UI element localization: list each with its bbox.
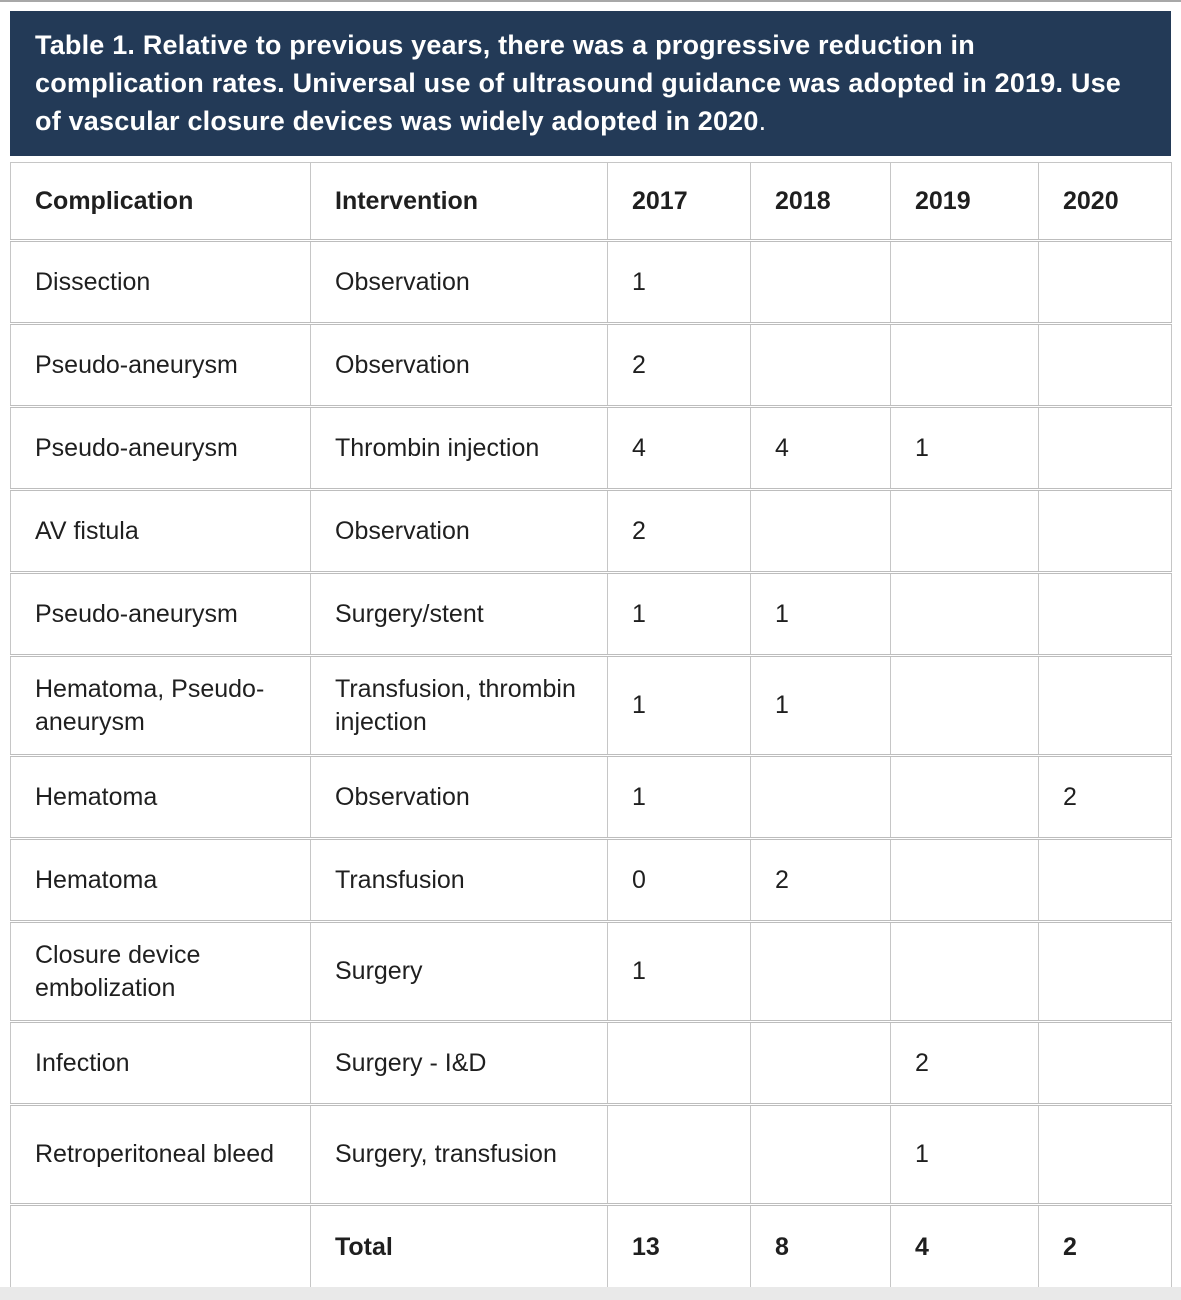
column-header-2018: 2018 <box>750 162 891 242</box>
value-2020-cell <box>1038 322 1172 408</box>
value-2017-cell <box>607 1103 751 1206</box>
value-2018-cell <box>750 920 891 1023</box>
value-2019-cell <box>890 754 1039 840</box>
value-2017-cell: 2 <box>607 488 751 574</box>
table-row: Hematoma Transfusion 0 2 <box>10 837 1172 923</box>
value-2020-cell <box>1038 654 1172 757</box>
value-2018-cell: 2 <box>750 837 891 923</box>
value-2017-cell: 2 <box>607 322 751 408</box>
table-caption-period: . <box>758 106 767 136</box>
value-2017-cell: 1 <box>607 754 751 840</box>
total-row-complication-cell <box>10 1203 311 1292</box>
value-2019-cell <box>890 920 1039 1023</box>
table-header-row: Complication Intervention 2017 2018 2019… <box>10 162 1172 242</box>
table-row: Hematoma, Pseudo-aneurysm Transfusion, th… <box>10 654 1172 757</box>
table-row: Closure device embolization Surgery 1 <box>10 920 1172 1023</box>
table-caption: Table 1. Relative to previous years, the… <box>10 11 1171 156</box>
total-row-label: Total <box>310 1203 608 1292</box>
intervention-cell: Surgery/stent <box>310 571 608 657</box>
value-2017-cell: 4 <box>607 405 751 491</box>
table-row: Infection Surgery - I&D 2 <box>10 1020 1172 1106</box>
column-header-2019: 2019 <box>890 162 1039 242</box>
value-2017-cell: 1 <box>607 571 751 657</box>
complication-cell: Pseudo-aneurysm <box>10 571 311 657</box>
table-row: Pseudo-aneurysm Observation 2 <box>10 322 1172 408</box>
value-2020-cell <box>1038 1103 1172 1206</box>
value-2020-cell <box>1038 405 1172 491</box>
value-2017-cell: 1 <box>607 920 751 1023</box>
value-2019-cell <box>890 322 1039 408</box>
intervention-cell: Observation <box>310 488 608 574</box>
intervention-cell: Surgery <box>310 920 608 1023</box>
table-row: Dissection Observation 1 <box>10 239 1172 325</box>
value-2017-cell: 0 <box>607 837 751 923</box>
value-2018-cell <box>750 1103 891 1206</box>
complication-cell: Closure device embolization <box>10 920 311 1023</box>
column-header-complication: Complication <box>10 162 311 242</box>
value-2020-cell: 2 <box>1038 754 1172 840</box>
table-row: Pseudo-aneurysm Thrombin injection 4 4 1 <box>10 405 1172 491</box>
table-row: Retroperitoneal bleed Surgery, transfusio… <box>10 1103 1172 1206</box>
value-2020-cell <box>1038 488 1172 574</box>
value-2020-cell <box>1038 571 1172 657</box>
total-2020: 2 <box>1038 1203 1172 1292</box>
total-2019: 4 <box>890 1203 1039 1292</box>
value-2018-cell <box>750 239 891 325</box>
value-2018-cell: 1 <box>750 654 891 757</box>
intervention-cell: Thrombin injection <box>310 405 608 491</box>
complication-cell: Hematoma <box>10 837 311 923</box>
value-2019-cell: 1 <box>890 405 1039 491</box>
complication-cell: Pseudo-aneurysm <box>10 322 311 408</box>
bottom-strip <box>0 1287 1181 1300</box>
table-row: Pseudo-aneurysm Surgery/stent 1 1 <box>10 571 1172 657</box>
value-2019-cell: 2 <box>890 1020 1039 1106</box>
value-2019-cell <box>890 488 1039 574</box>
intervention-cell: Transfusion, thrombin injection <box>310 654 608 757</box>
value-2019-cell <box>890 239 1039 325</box>
value-2018-cell <box>750 488 891 574</box>
value-2020-cell <box>1038 1020 1172 1106</box>
intervention-cell: Surgery, transfusion <box>310 1103 608 1206</box>
complication-cell: AV fistula <box>10 488 311 574</box>
complication-cell: Dissection <box>10 239 311 325</box>
value-2019-cell: 1 <box>890 1103 1039 1206</box>
value-2019-cell <box>890 837 1039 923</box>
complications-table: Complication Intervention 2017 2018 2019… <box>10 162 1172 1292</box>
value-2018-cell: 4 <box>750 405 891 491</box>
value-2019-cell <box>890 571 1039 657</box>
value-2017-cell <box>607 1020 751 1106</box>
total-row: Total 13 8 4 2 <box>10 1203 1172 1292</box>
column-header-2017: 2017 <box>607 162 751 242</box>
table-row: AV fistula Observation 2 <box>10 488 1172 574</box>
total-2017: 13 <box>607 1203 751 1292</box>
table-caption-text: Table 1. Relative to previous years, the… <box>35 30 1121 136</box>
complication-cell: Retroperitoneal bleed <box>10 1103 311 1206</box>
table-body: Dissection Observation 1 Pseudo-aneurysm Obs… <box>10 239 1172 1206</box>
complication-cell: Infection <box>10 1020 311 1106</box>
intervention-cell: Observation <box>310 239 608 325</box>
value-2020-cell <box>1038 837 1172 923</box>
total-2018: 8 <box>750 1203 891 1292</box>
intervention-cell: Transfusion <box>310 837 608 923</box>
value-2018-cell <box>750 754 891 840</box>
value-2017-cell: 1 <box>607 654 751 757</box>
value-2017-cell: 1 <box>607 239 751 325</box>
value-2018-cell <box>750 322 891 408</box>
value-2020-cell <box>1038 239 1172 325</box>
intervention-cell: Observation <box>310 754 608 840</box>
value-2020-cell <box>1038 920 1172 1023</box>
complication-cell: Hematoma <box>10 754 311 840</box>
intervention-cell: Observation <box>310 322 608 408</box>
complication-cell: Hematoma, Pseudo-aneurysm <box>10 654 311 757</box>
intervention-cell: Surgery - I&D <box>310 1020 608 1106</box>
value-2019-cell <box>890 654 1039 757</box>
column-header-intervention: Intervention <box>310 162 608 242</box>
value-2018-cell: 1 <box>750 571 891 657</box>
value-2018-cell <box>750 1020 891 1106</box>
table-row: Hematoma Observation 1 2 <box>10 754 1172 840</box>
column-header-2020: 2020 <box>1038 162 1172 242</box>
complication-cell: Pseudo-aneurysm <box>10 405 311 491</box>
